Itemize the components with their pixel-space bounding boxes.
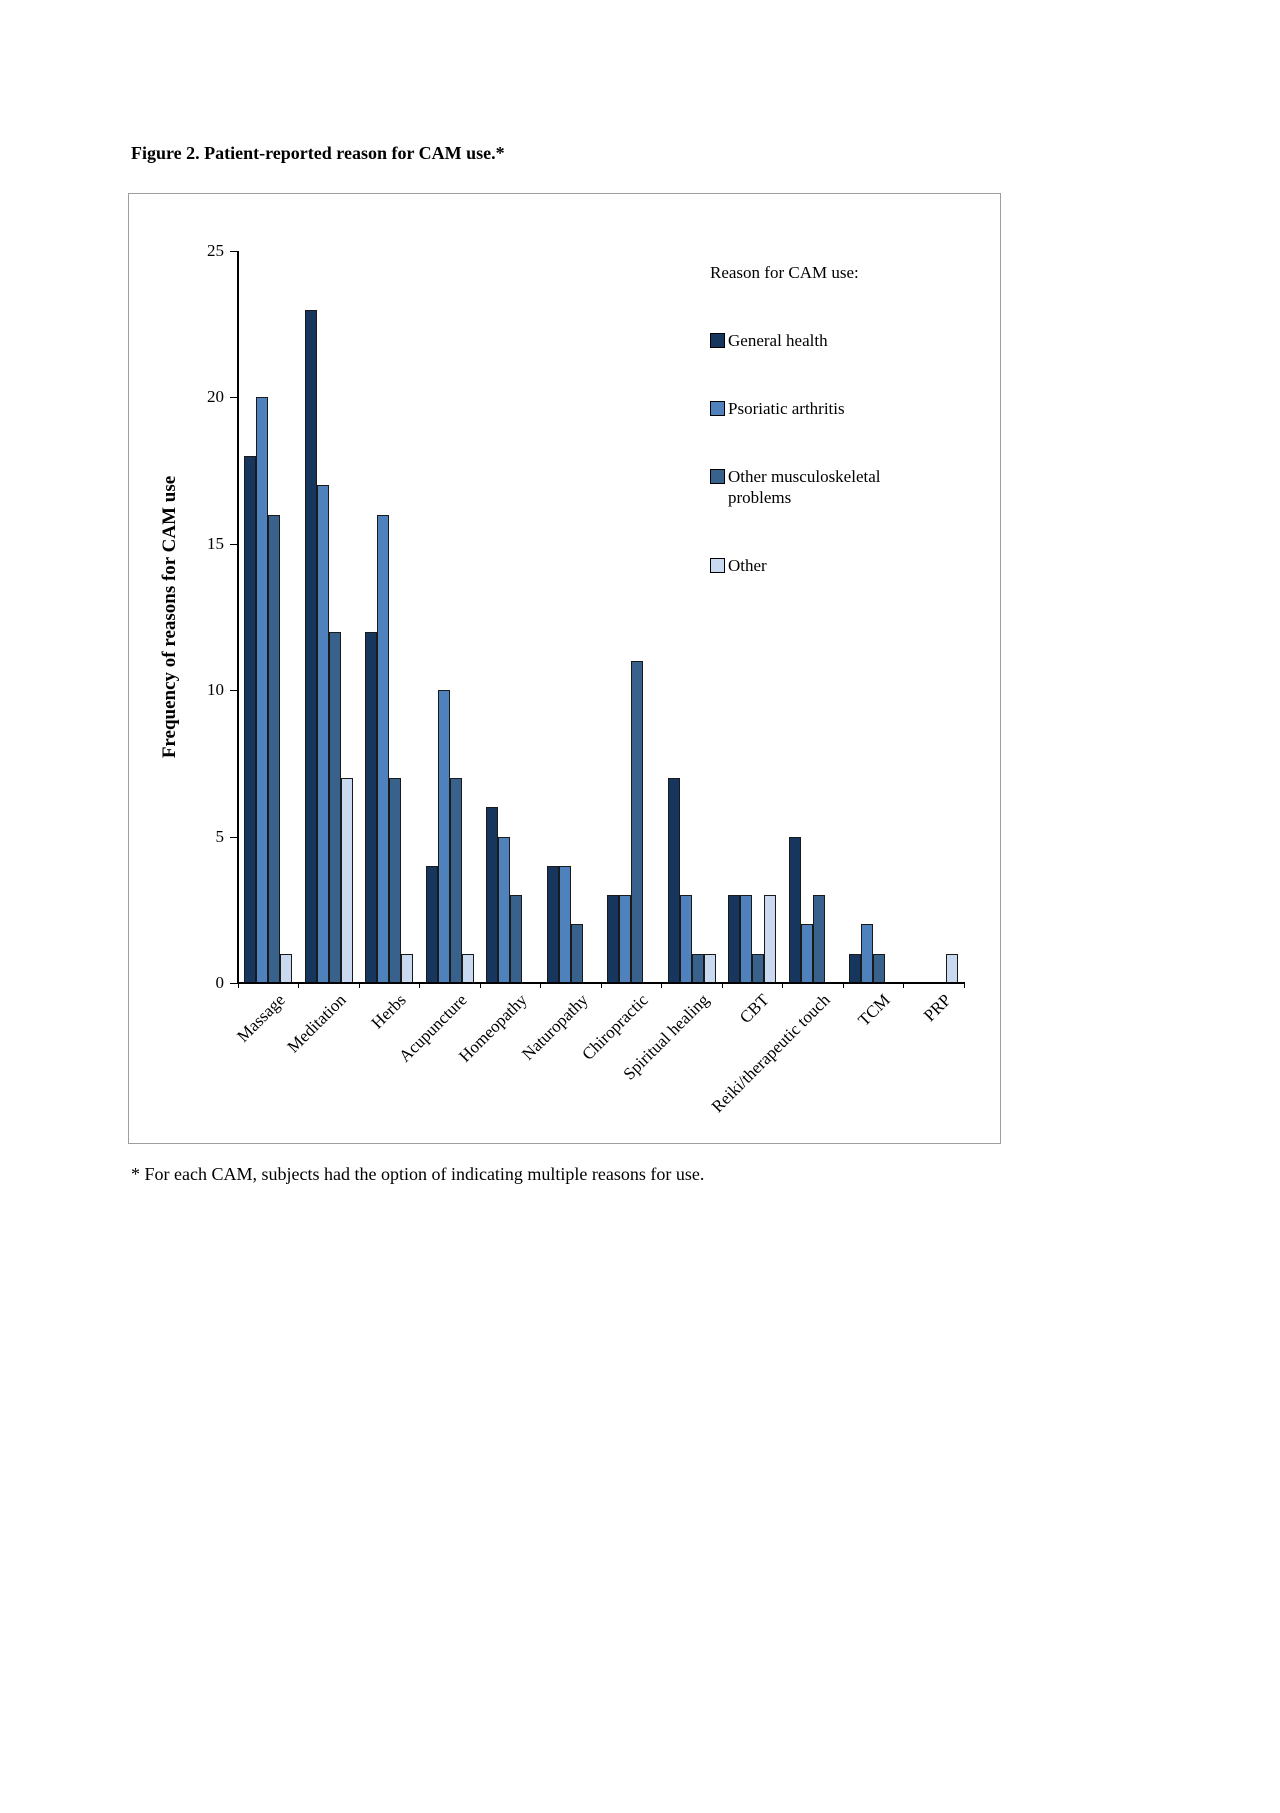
x-tick-mark	[903, 983, 904, 988]
bar	[558, 865, 571, 983]
bar	[256, 397, 269, 983]
y-tick-label: 15	[207, 533, 224, 553]
x-tick-mark	[298, 983, 299, 988]
bar-group	[662, 251, 723, 983]
bar	[244, 455, 257, 983]
y-tick-mark	[230, 251, 237, 252]
x-tick-mark	[600, 983, 602, 988]
y-tick-mark	[230, 543, 237, 545]
x-tick-mark	[842, 983, 844, 988]
x-tick-mark	[963, 983, 965, 988]
plot-area: Massage Meditation Herbs Acupuncture Homeopa…	[233, 251, 965, 1116]
y-axis-title: Frequency of reasons for CAM use	[159, 475, 180, 759]
y-tick-label: 25	[207, 241, 224, 260]
y-tick-label: 20	[207, 387, 224, 407]
bar	[788, 836, 801, 983]
legend-label: General health	[728, 331, 828, 350]
bar	[703, 953, 716, 983]
bar	[280, 953, 293, 983]
legend-label: Other	[728, 556, 767, 575]
y-axis-line	[237, 251, 239, 984]
y-tick-label: 0	[215, 973, 225, 992]
x-tick-mark	[782, 983, 783, 988]
chart-container: Frequency of reasons for CAM use 0 5 10 15 2…	[128, 193, 1001, 1144]
bar	[607, 895, 620, 983]
bar	[316, 485, 329, 983]
legend: Reason for CAM use: General health Psoria…	[710, 263, 926, 576]
x-tick-mark	[721, 983, 723, 988]
bar	[401, 953, 414, 983]
bar	[570, 924, 583, 983]
bar	[498, 836, 511, 983]
bar	[800, 924, 813, 983]
bar-group	[420, 251, 481, 983]
bar	[812, 895, 825, 983]
x-tick-mark	[419, 983, 420, 988]
legend-item: General health	[710, 330, 926, 351]
x-tick-mark	[661, 983, 662, 988]
bar-group	[359, 251, 420, 983]
x-tick-mark	[479, 983, 481, 988]
bar	[546, 865, 559, 983]
bar	[679, 895, 692, 983]
legend-swatch-icon	[710, 469, 725, 484]
bar	[861, 924, 874, 983]
bar	[304, 309, 317, 983]
bar	[740, 895, 753, 983]
bar	[425, 865, 438, 983]
legend-swatch-icon	[710, 558, 725, 573]
legend-item: Psoriatic arthritis	[710, 398, 926, 419]
bar	[691, 953, 704, 983]
bar	[619, 895, 632, 983]
bar	[849, 953, 862, 983]
x-tick-mark	[540, 983, 541, 988]
bar	[764, 895, 777, 983]
bar	[377, 514, 390, 983]
y-tick-mark	[230, 690, 237, 692]
legend-label: Other musculoskeletal problems	[728, 467, 881, 507]
footnote: * For each CAM, subjects had the option …	[131, 1164, 705, 1184]
bar-group	[480, 251, 541, 983]
bar-group	[601, 251, 662, 983]
bar	[389, 778, 402, 983]
x-tick-mark	[237, 983, 239, 988]
bar	[486, 807, 499, 983]
bar	[365, 631, 378, 983]
bar	[510, 895, 523, 983]
bar	[752, 953, 765, 983]
legend-item: Other musculoskeletal problems	[710, 466, 926, 508]
figure-title: Figure 2. Patient-reported reason for CA…	[131, 143, 505, 163]
bar	[667, 778, 680, 983]
bar	[631, 660, 644, 983]
bar	[728, 895, 741, 983]
y-tick-mark	[230, 836, 237, 838]
bar-group	[843, 251, 904, 983]
legend-swatch-icon	[710, 401, 725, 416]
legend-swatch-icon	[710, 333, 725, 348]
legend-title: Reason for CAM use:	[710, 263, 859, 282]
bar-group	[299, 251, 360, 983]
bar	[449, 778, 462, 983]
x-axis-line	[237, 982, 965, 984]
y-tick-mark	[230, 397, 237, 399]
bar-group	[238, 251, 299, 983]
bar	[268, 514, 281, 983]
legend-item: Other	[710, 555, 926, 576]
x-tick-mark	[358, 983, 360, 988]
bar	[437, 690, 450, 983]
bar	[873, 953, 886, 983]
bar	[328, 631, 341, 983]
y-tick-label: 10	[207, 680, 224, 700]
legend-label: Psoriatic arthritis	[728, 399, 845, 418]
bar	[340, 778, 353, 983]
bar-group	[783, 251, 844, 983]
bar	[461, 953, 474, 983]
bar	[945, 953, 958, 983]
y-tick-label: 5	[215, 826, 225, 846]
bar-group	[541, 251, 602, 983]
y-tick-mark	[230, 983, 237, 984]
